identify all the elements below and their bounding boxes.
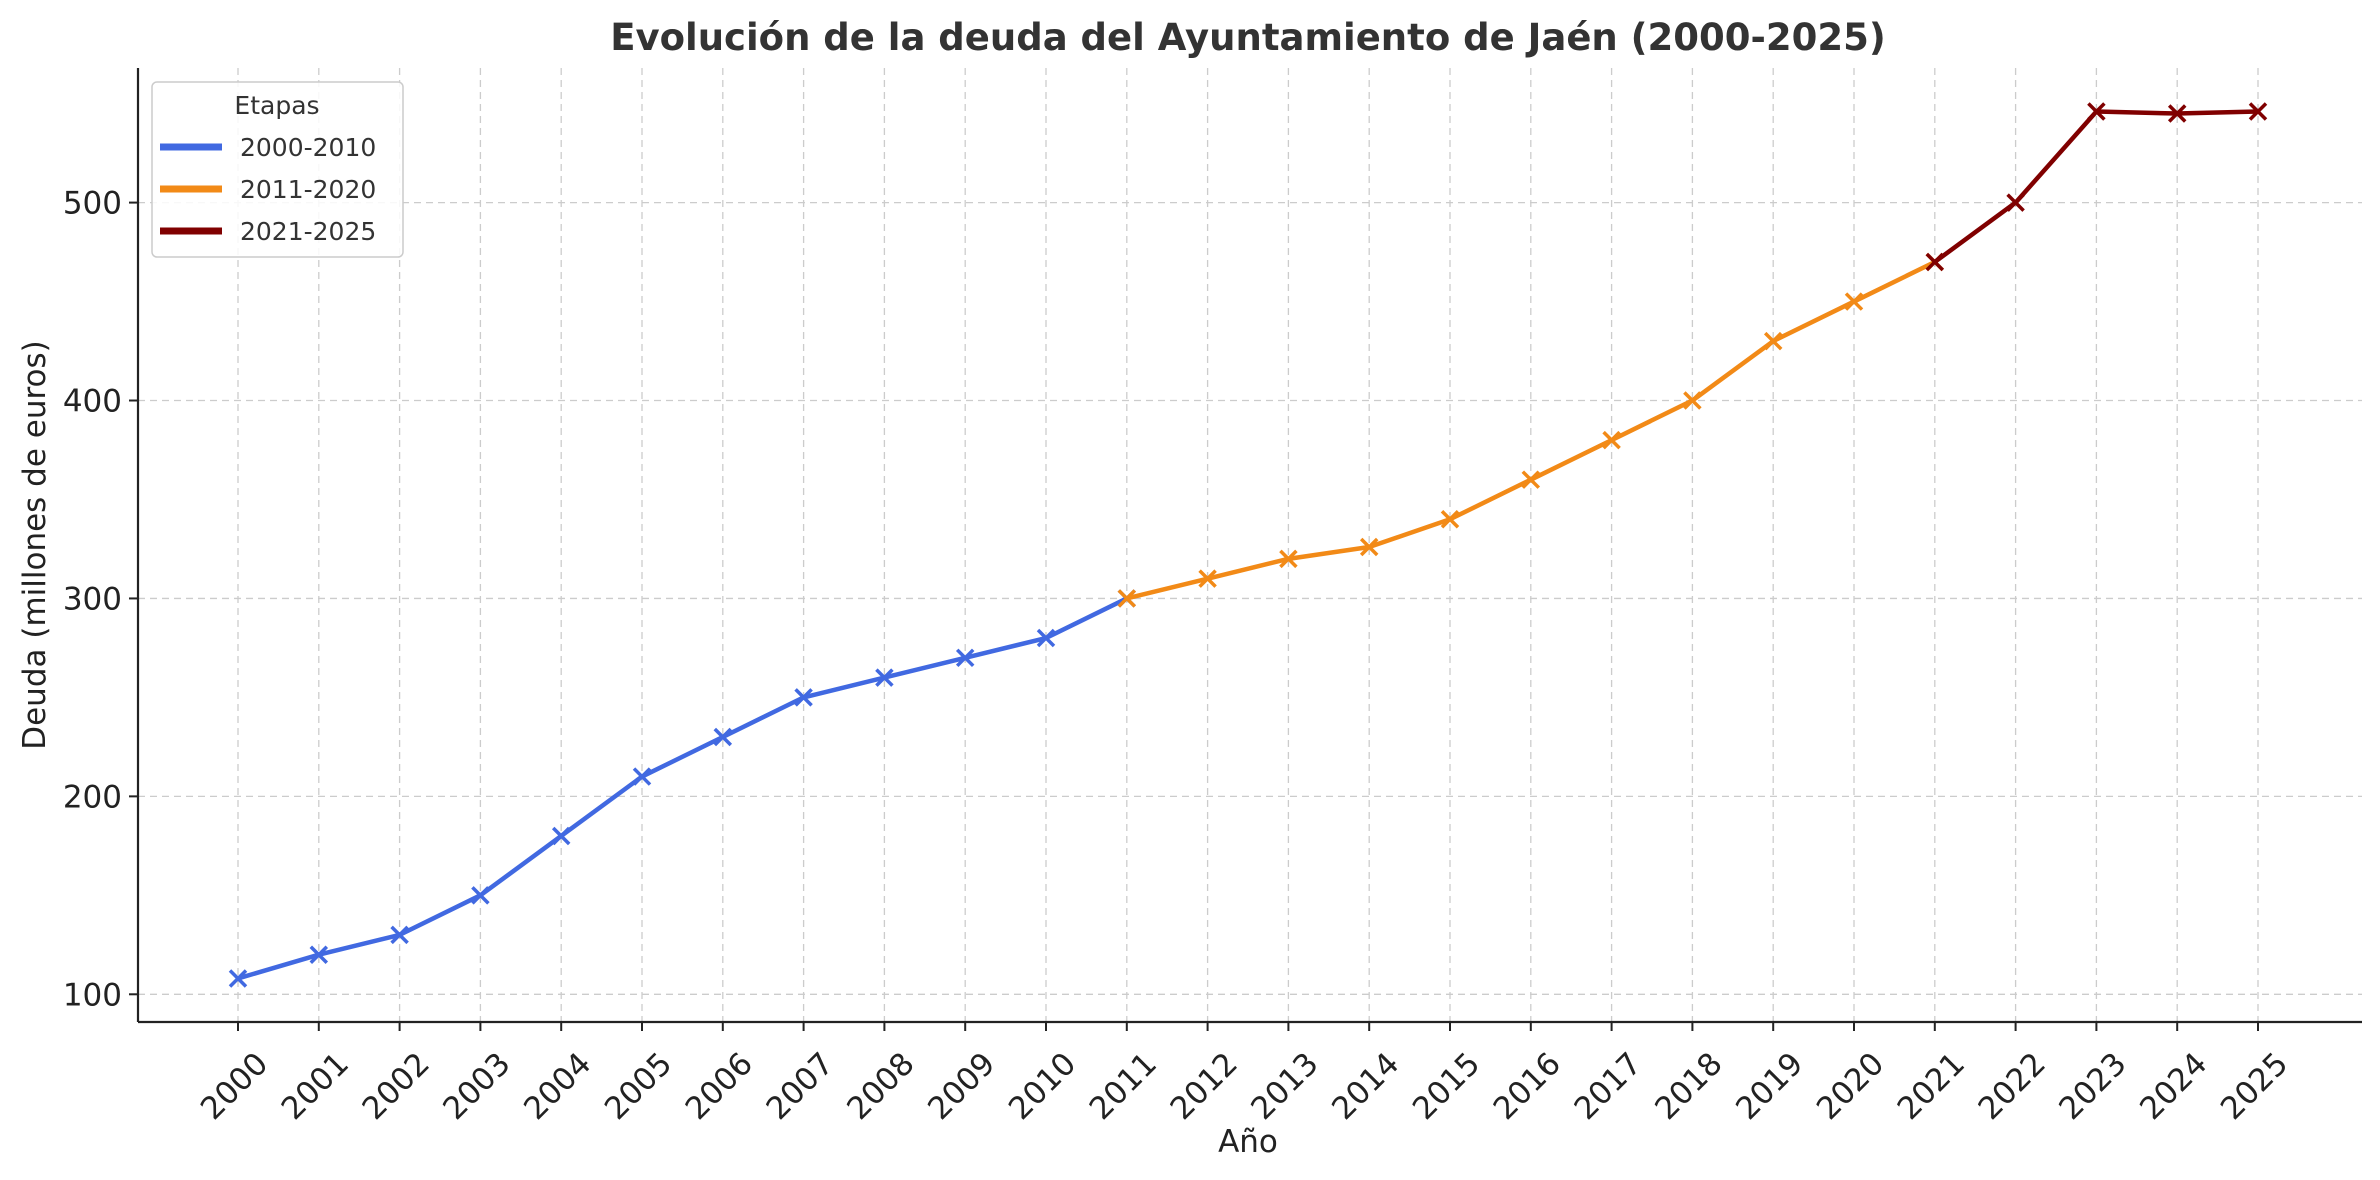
data-point-marker xyxy=(875,668,894,687)
legend-box xyxy=(151,81,404,258)
legend: Etapas 2000-2010 2011-2020 2021-2025 xyxy=(151,81,404,258)
axes-layer xyxy=(136,68,2362,1024)
grid-layer xyxy=(138,68,2362,1022)
x-tick-label: 2013 xyxy=(1244,1046,1325,1127)
x-tick-label: 2005 xyxy=(598,1046,679,1127)
x-tick-label: 2019 xyxy=(1729,1046,1810,1127)
x-tick-label: 2016 xyxy=(1487,1046,1568,1127)
x-tick-label: 2025 xyxy=(2214,1046,2295,1127)
x-tick-label: 2022 xyxy=(1972,1046,2053,1127)
data-point-marker xyxy=(794,688,813,707)
x-tick-label: 2018 xyxy=(1648,1046,1729,1127)
data-point-marker xyxy=(2248,102,2268,121)
y-tick-label: 400 xyxy=(63,384,122,420)
data-point-marker xyxy=(1763,331,1783,351)
data-point-marker xyxy=(1683,391,1702,410)
data-point-marker xyxy=(1602,430,1621,450)
data-point-marker xyxy=(1117,589,1137,608)
x-tick-label: 2000 xyxy=(194,1046,275,1127)
data-point-marker xyxy=(1359,537,1379,557)
data-point-marker xyxy=(228,969,248,988)
legend-label: 2021-2025 xyxy=(240,217,376,246)
series-2021-2025 xyxy=(1925,102,2268,272)
x-tick-label: 2021 xyxy=(1891,1046,1972,1127)
x-tick-label: 2012 xyxy=(1164,1046,1245,1127)
x-axis-label: Año xyxy=(1218,1124,1278,1160)
x-tick-label: 2002 xyxy=(356,1046,437,1127)
x-tick-label: 2017 xyxy=(1568,1046,1649,1127)
data-point-marker xyxy=(1440,510,1460,529)
x-tick-label: 2015 xyxy=(1406,1046,1487,1127)
legend-items: 2000-2010 2011-2020 2021-2025 xyxy=(160,133,376,246)
data-point-marker xyxy=(713,727,733,747)
data-point-marker xyxy=(1198,569,1217,588)
y-axis-label: Deuda (millones de euros) xyxy=(17,340,53,750)
x-tick-label: 2007 xyxy=(760,1046,841,1127)
data-point-marker xyxy=(390,925,409,945)
data-point-marker xyxy=(1279,549,1298,569)
legend-label: 2011-2020 xyxy=(240,175,376,204)
y-tick-label: 300 xyxy=(63,581,122,617)
chart-title: Evolución de la deuda del Ayuntamiento d… xyxy=(610,16,1886,59)
data-point-marker xyxy=(1844,292,1864,311)
x-tick-label: 2020 xyxy=(1810,1046,1891,1127)
series-2000-2010 xyxy=(228,589,1137,988)
y-tick-label: 200 xyxy=(63,779,122,815)
series-layer xyxy=(228,102,2268,988)
x-tick-label: 2011 xyxy=(1083,1046,1164,1127)
x-tick-label: 2001 xyxy=(275,1046,356,1127)
data-point-marker xyxy=(1521,470,1541,489)
data-point-marker xyxy=(471,886,490,905)
x-tick-label: 2024 xyxy=(2133,1046,2214,1127)
data-point-marker xyxy=(2167,104,2187,123)
x-tick-label: 2008 xyxy=(840,1046,921,1127)
x-tick-label: 2014 xyxy=(1325,1046,1406,1127)
data-point-marker xyxy=(2087,102,2106,121)
y-tick-label: 500 xyxy=(63,186,122,222)
data-point-marker xyxy=(1036,628,1056,648)
data-point-marker xyxy=(2006,193,2025,212)
data-point-marker xyxy=(1925,252,1945,272)
legend-title: Etapas xyxy=(234,91,319,120)
data-point-marker xyxy=(309,945,329,964)
x-tick-label: 2009 xyxy=(921,1046,1002,1127)
series-line xyxy=(235,596,1130,981)
data-point-marker xyxy=(551,826,571,846)
legend-label: 2000-2010 xyxy=(240,133,376,162)
data-point-marker xyxy=(955,648,975,668)
x-tick-label: 2006 xyxy=(679,1046,760,1127)
ticks-layer: 2000 2001 2002 2003 2004 2005 2006 2007 2008 2009… xyxy=(63,186,2295,1127)
x-tick-label: 2003 xyxy=(436,1046,517,1127)
data-point-marker xyxy=(632,767,652,786)
x-tick-label: 2023 xyxy=(2052,1046,2133,1127)
x-tick-label: 2010 xyxy=(1002,1046,1083,1127)
y-tick-label: 100 xyxy=(63,977,122,1013)
x-tick-label: 2004 xyxy=(517,1046,598,1127)
